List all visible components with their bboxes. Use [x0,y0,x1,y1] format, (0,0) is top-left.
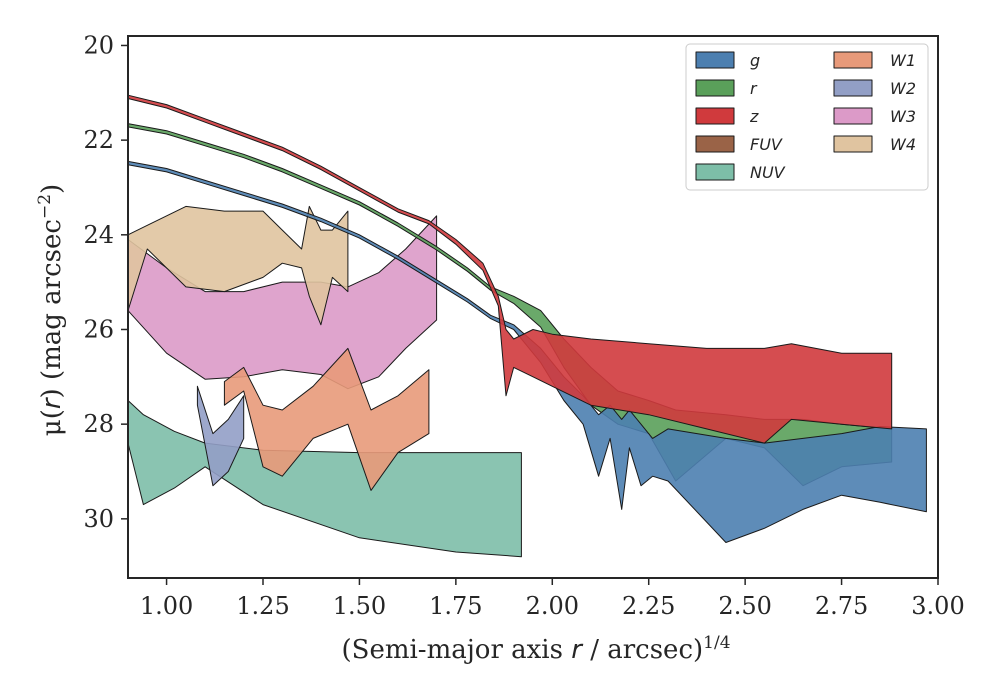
x-tick-label: 1.75 [429,592,482,620]
legend-swatch-z [695,107,735,125]
band-w1 [223,347,430,491]
band-w2 [196,385,245,487]
legend: g r z FUV NUV W1 W2 W3 W4 [685,43,929,191]
legend-swatch-w1 [833,51,873,69]
y-tick-label: 20 [83,31,114,59]
y-axis-label: μ(r) (mag arcsec−2) [35,184,67,436]
band-w3 [127,215,438,390]
x-tick-label: 2.00 [526,592,579,620]
legend-swatch-w4 [833,135,873,153]
legend-swatch-w3 [833,107,873,125]
legend-swatch-g [695,51,735,69]
x-tick-label: 3.00 [911,592,964,620]
x-tick-label: 1.00 [140,592,193,620]
legend-swatch-r [695,79,735,97]
band-w4 [127,205,349,326]
legend-label-g: g [750,51,760,70]
legend-label-fuv: FUV [750,135,783,154]
y-axis-ticks: 20 22 24 26 28 30 [83,31,128,533]
plot-frame [127,35,939,579]
band-z [127,94,893,444]
legend-label-w1: W1 [890,51,916,70]
y-tick-label: 22 [83,126,114,154]
y-tick-label: 30 [83,505,114,533]
legend-label-w4: W4 [890,135,916,154]
y-tick-label: 28 [83,410,114,438]
band-g [127,160,927,543]
x-tick-label: 2.75 [815,592,868,620]
profile-bands [127,94,927,558]
legend-swatch-nuv [695,163,735,181]
x-axis-label: (Semi-major axis r / arcsec)1/4 [341,633,730,665]
legend-label-w3: W3 [890,107,916,126]
x-tick-label: 1.25 [236,592,289,620]
x-axis-ticks: 1.00 1.25 1.50 1.75 2.00 2.25 2.50 2.75 3.00 [140,578,965,620]
band-nuv [127,400,522,558]
x-tick-label: 2.25 [622,592,675,620]
legend-label-r: r [750,79,758,98]
legend-swatch-fuv [695,135,735,153]
legend-label-nuv: NUV [750,163,786,182]
x-tick-label: 2.50 [718,592,771,620]
x-tick-label: 1.50 [333,592,386,620]
legend-label-w2: W2 [890,79,916,98]
y-tick-label: 26 [83,315,114,343]
legend-swatch-w2 [833,79,873,97]
legend-label-z: z [749,107,759,126]
y-tick-label: 24 [83,221,114,249]
